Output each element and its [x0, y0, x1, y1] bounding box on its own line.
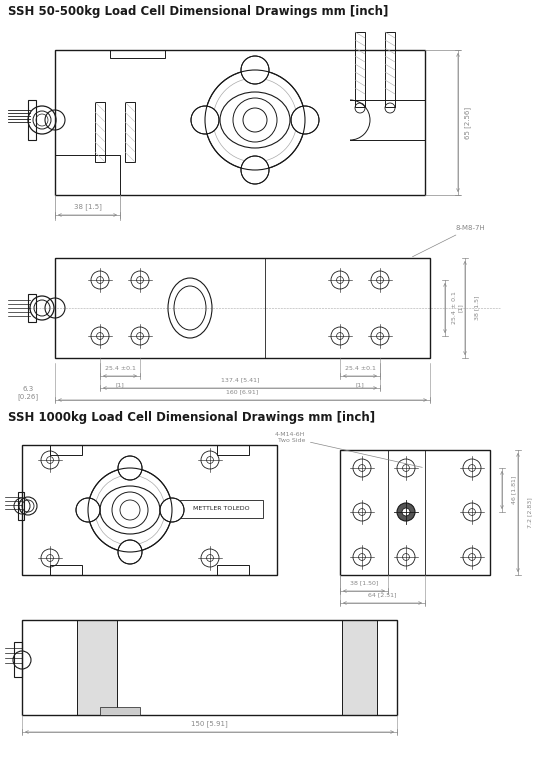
Bar [95, 102, 105, 162]
Bar [22, 445, 277, 575]
Bar [125, 102, 135, 162]
Circle shape [241, 156, 269, 184]
Bar [55, 258, 430, 358]
Bar [28, 294, 36, 322]
Circle shape [191, 106, 219, 134]
Circle shape [160, 498, 184, 522]
Bar [22, 620, 397, 715]
Text: 38 [1.5]: 38 [1.5] [474, 296, 479, 320]
Bar [180, 500, 263, 518]
Bar [385, 32, 395, 107]
Text: 160 [6.91]: 160 [6.91] [226, 390, 258, 394]
Text: 7.2 [2.83]: 7.2 [2.83] [528, 497, 533, 528]
Text: 38 [1.50]: 38 [1.50] [350, 581, 378, 585]
Circle shape [76, 498, 100, 522]
Bar [110, 50, 165, 58]
Text: 8-M8-7H: 8-M8-7H [412, 225, 485, 257]
Text: 65 [2.56]: 65 [2.56] [465, 107, 471, 138]
Bar [77, 620, 117, 715]
Bar [340, 450, 490, 575]
Text: SSH 1000kg Load Cell Dimensional Drawings mm [inch]: SSH 1000kg Load Cell Dimensional Drawing… [8, 411, 375, 425]
Bar [14, 642, 22, 677]
Text: 25.4 ±0.1: 25.4 ±0.1 [104, 365, 135, 371]
Text: [1]: [1] [116, 382, 125, 388]
Bar [217, 445, 249, 455]
Text: 137.4 [5.41]: 137.4 [5.41] [221, 378, 259, 382]
Text: 150 [5.91]: 150 [5.91] [191, 720, 228, 727]
Bar [100, 707, 140, 715]
Text: 6.3
[0.26]: 6.3 [0.26] [17, 386, 39, 400]
Text: 38 [1.5]: 38 [1.5] [73, 204, 101, 211]
Bar [342, 620, 377, 715]
Text: METTLER TOLEDO: METTLER TOLEDO [193, 506, 249, 512]
Bar [355, 32, 365, 107]
Text: 46 [1.81]: 46 [1.81] [511, 476, 516, 504]
Circle shape [241, 56, 269, 84]
Circle shape [291, 106, 319, 134]
Circle shape [118, 540, 142, 564]
Bar [55, 155, 120, 195]
Circle shape [118, 456, 142, 480]
Text: 4-M14-6H
Two Side: 4-M14-6H Two Side [275, 432, 422, 467]
Text: 25.4 ± 0.1
[1]: 25.4 ± 0.1 [1] [452, 292, 462, 324]
Bar [55, 50, 425, 195]
Circle shape [402, 508, 410, 516]
Bar [50, 565, 82, 575]
Circle shape [397, 503, 415, 521]
Text: [1]: [1] [356, 382, 364, 388]
Bar [28, 100, 36, 140]
Bar [18, 492, 24, 520]
Text: SSH 50-500kg Load Cell Dimensional Drawings mm [inch]: SSH 50-500kg Load Cell Dimensional Drawi… [8, 5, 388, 19]
Text: 25.4 ±0.1: 25.4 ±0.1 [344, 365, 375, 371]
Bar [50, 445, 82, 455]
Bar [217, 565, 249, 575]
Text: 64 [2.51]: 64 [2.51] [368, 592, 397, 598]
